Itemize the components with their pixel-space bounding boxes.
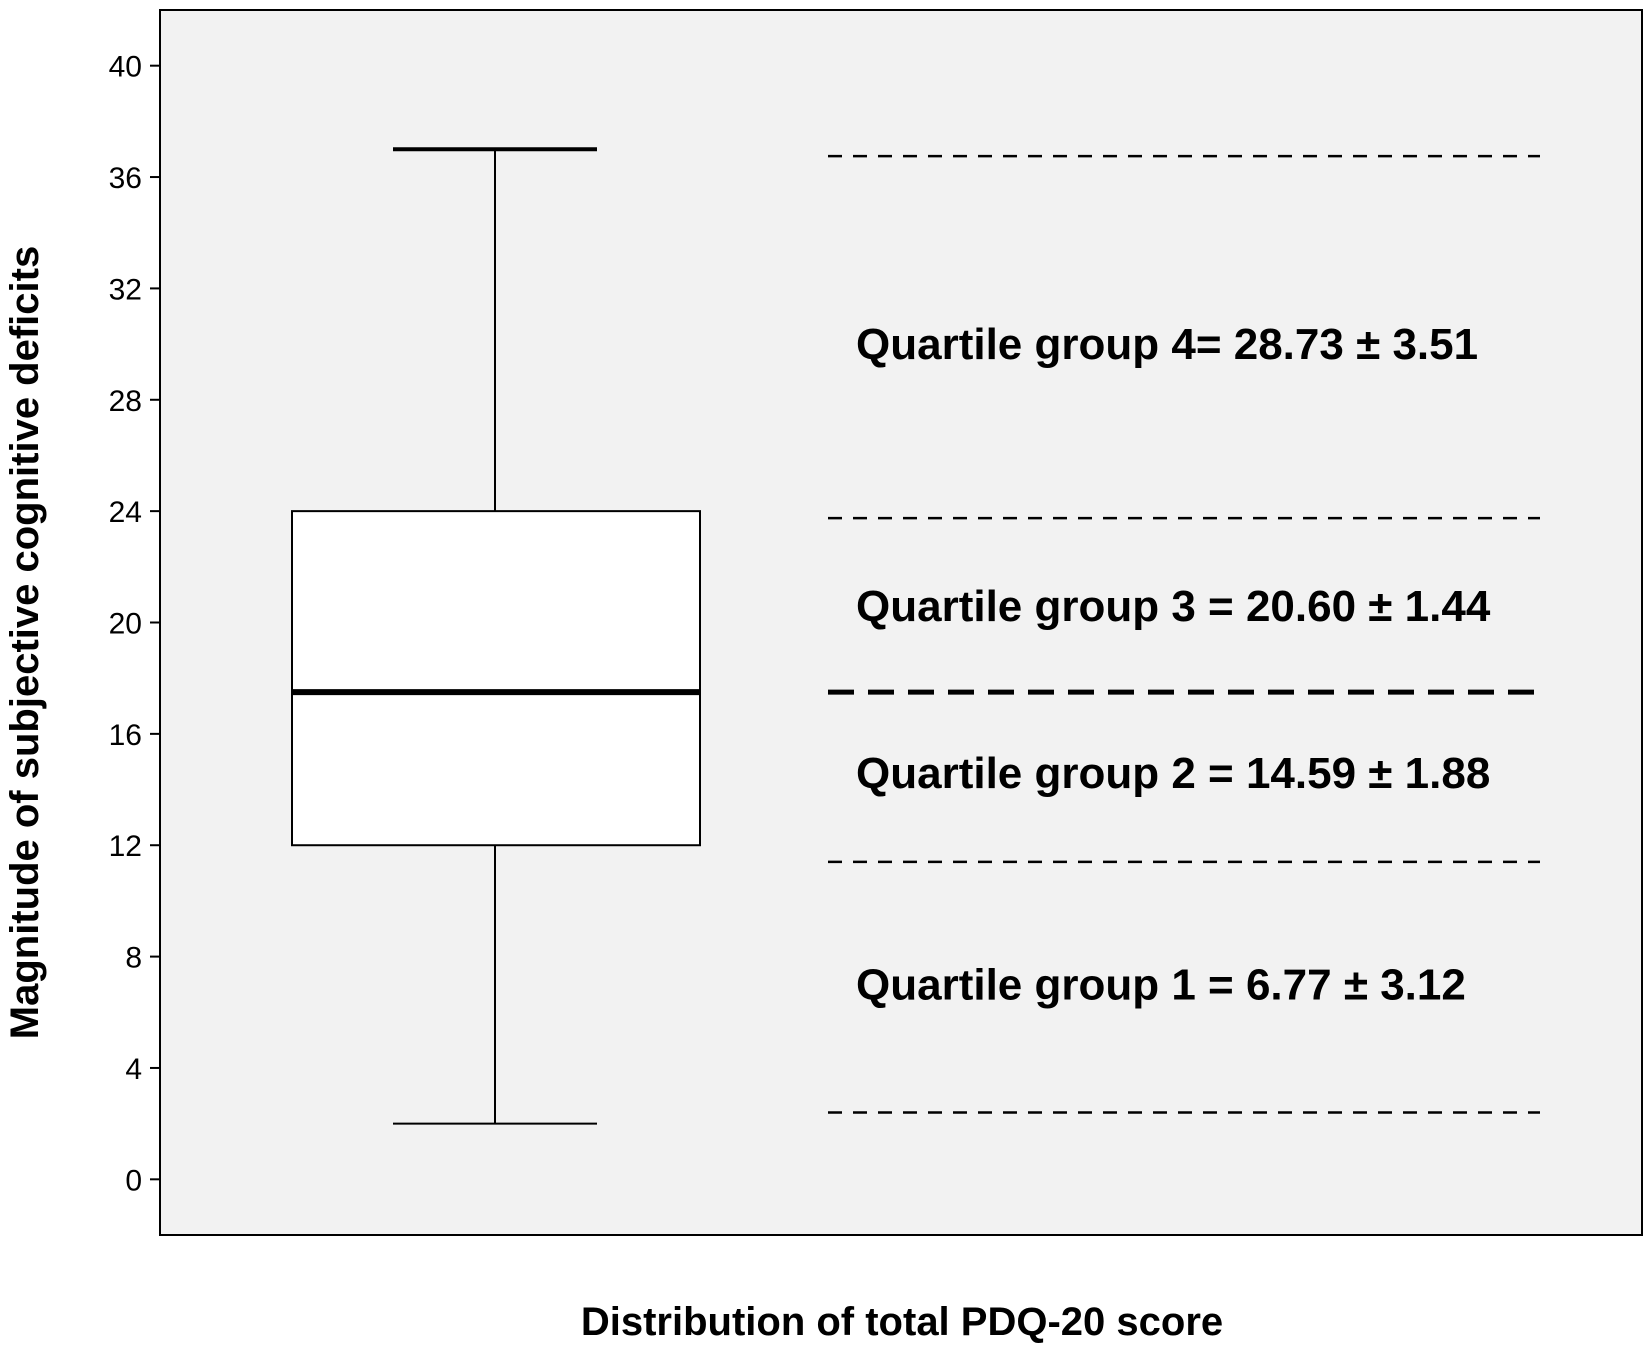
y-tick-label-16: 16: [109, 719, 142, 752]
x-axis-title: Distribution of total PDQ-20 score: [581, 1300, 1223, 1344]
y-tick-label-28: 28: [109, 385, 142, 418]
quartile-group-label-2: Quartile group 2 = 14.59 ± 1.88: [856, 749, 1490, 798]
quartile-group-label-4: Quartile group 4= 28.73 ± 3.51: [856, 320, 1478, 369]
y-tick-label-32: 32: [109, 273, 142, 306]
y-axis: 0 4 8 12 16 20 24 28 32 36 40: [109, 51, 160, 1197]
y-tick-label-8: 8: [125, 942, 142, 975]
y-axis-title: Magnitude of subjective cognitive defici…: [3, 246, 47, 1039]
y-tick-label-12: 12: [109, 830, 142, 863]
y-tick-label-36: 36: [109, 162, 142, 195]
y-tick-label-4: 4: [125, 1053, 142, 1086]
quartile-boundaries: [828, 154, 1540, 1114]
y-tick-label-0: 0: [125, 1164, 142, 1197]
quartile-group-label-1: Quartile group 1 = 6.77 ± 3.12: [856, 960, 1466, 1009]
y-tick-label-40: 40: [109, 51, 142, 84]
boxplot: [291, 147, 701, 1125]
y-tick-label-20: 20: [109, 608, 142, 641]
interquartile-box: [291, 510, 701, 847]
y-tick-label-24: 24: [109, 496, 142, 529]
quartile-group-label-3: Quartile group 3 = 20.60 ± 1.44: [856, 582, 1491, 631]
quartile-group-labels: Quartile group 4= 28.73 ± 3.51 Quartile g…: [856, 320, 1491, 1009]
